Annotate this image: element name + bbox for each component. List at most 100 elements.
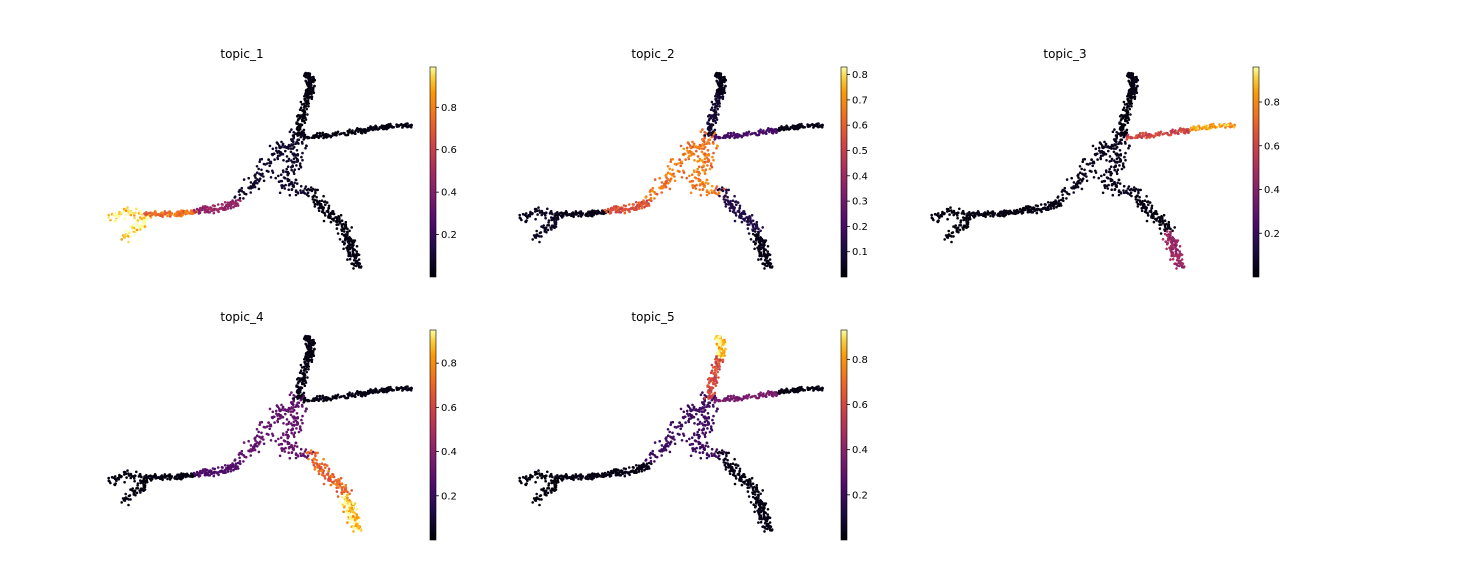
scatter-point (1056, 196, 1059, 199)
scatter-point (590, 211, 594, 215)
scatter-point (537, 206, 540, 209)
scatter-point (1213, 125, 1217, 129)
scatter-point (752, 240, 755, 243)
scatter-point (395, 124, 399, 128)
scatter-point (1163, 223, 1166, 226)
scatter-point (710, 184, 714, 188)
scatter-point (518, 213, 521, 217)
scatter-point (1141, 204, 1145, 207)
scatter-point (406, 385, 409, 388)
scatter-point (253, 174, 256, 177)
scatter-point (285, 418, 289, 421)
scatter-point (1112, 150, 1116, 154)
scatter-point (401, 389, 404, 392)
scatter-point (151, 475, 154, 479)
scatter-point (118, 212, 121, 216)
scatter-point (551, 225, 555, 229)
scatter-point (247, 186, 250, 190)
scatter-point (1139, 188, 1142, 192)
scatter-point (726, 132, 730, 135)
scatter-point (766, 245, 770, 248)
scatter-point (258, 158, 262, 161)
scatter-point (1021, 209, 1024, 213)
scatter-point (1122, 184, 1126, 188)
scatter-point (1230, 125, 1234, 128)
scatter-point (113, 483, 116, 486)
scatter-point (646, 204, 649, 208)
scatter-point (721, 189, 725, 193)
scatter-point (129, 210, 133, 214)
scatter-point (1080, 179, 1084, 183)
scatter-point (292, 406, 295, 409)
scatter-point (691, 153, 694, 156)
scatter-point (184, 210, 187, 213)
scatter-point (724, 136, 727, 140)
scatter-point (768, 128, 771, 131)
scatter-point (167, 475, 170, 478)
scatter-point (642, 199, 645, 202)
scatter-point (1127, 146, 1130, 150)
scatter-point (347, 241, 351, 244)
scatter-point (301, 151, 304, 155)
scatter-point (348, 520, 352, 524)
scatter-point (1105, 159, 1108, 162)
scatter-point (989, 214, 992, 218)
scatter-point (651, 189, 655, 193)
scatter-point (717, 99, 721, 103)
scatter-point (538, 240, 541, 244)
scatter-point (320, 462, 324, 466)
scatter-point (231, 201, 235, 205)
scatter-point (549, 209, 553, 213)
scatter-point (1097, 176, 1100, 180)
scatter-point (231, 199, 234, 202)
scatter-point (325, 201, 329, 204)
scatter-point (554, 222, 558, 226)
scatter-point (701, 180, 704, 184)
scatter-point (1166, 131, 1169, 135)
scatter-point (707, 134, 710, 137)
scatter-point (971, 211, 974, 215)
scatter-point (135, 491, 139, 495)
scatter-point (713, 191, 717, 195)
scatter-point (339, 213, 343, 217)
scatter-point (296, 401, 300, 405)
scatter-point (1052, 204, 1056, 207)
scatter-point (288, 130, 292, 134)
scatter-point (287, 422, 290, 426)
scatter-point (1229, 122, 1232, 125)
scatter-point (735, 203, 738, 206)
scatter-point (289, 147, 293, 150)
scatter-point (298, 425, 302, 428)
scatter-point (296, 154, 300, 157)
scatter-point (1091, 144, 1095, 148)
scatter-point (148, 211, 151, 215)
scatter-point (691, 184, 694, 187)
scatter-point (275, 412, 278, 416)
scatter-point (1010, 211, 1013, 214)
scatter-point (732, 131, 736, 135)
scatter-point (1177, 261, 1180, 265)
scatter-point (587, 211, 591, 215)
scatter-point (140, 488, 144, 492)
scatter-point (137, 475, 141, 478)
scatter-point (705, 189, 709, 192)
scatter-point (259, 436, 262, 439)
scatter-point (737, 209, 741, 212)
scatter-point (1054, 201, 1058, 205)
scatter-point (703, 140, 706, 143)
scatter-point (299, 447, 303, 451)
scatter-point (302, 382, 306, 386)
scatter-point (1140, 136, 1143, 139)
scatter-point (298, 123, 301, 127)
scatter-point (335, 216, 339, 220)
scatter-point (269, 176, 273, 179)
scatter-point (758, 250, 761, 254)
scatter-point (528, 214, 532, 218)
scatter-point (238, 456, 241, 460)
scatter-point (718, 194, 721, 198)
scatter-point (1115, 170, 1118, 174)
scatter-point (707, 154, 711, 157)
scatter-point (758, 131, 761, 135)
scatter-point (301, 109, 305, 113)
scatter-point (1096, 158, 1099, 161)
